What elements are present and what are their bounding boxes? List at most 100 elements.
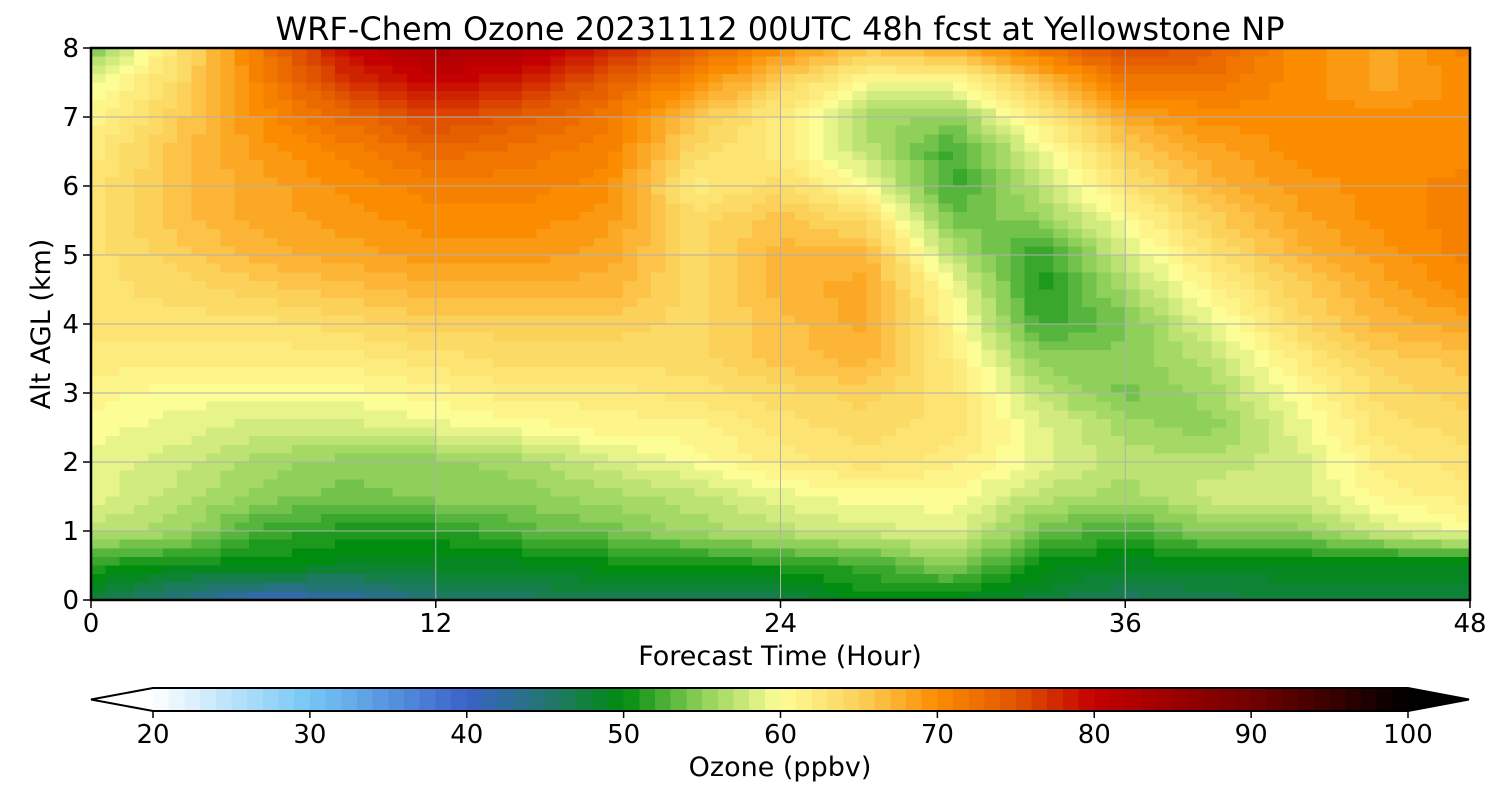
- heatmap-cell: [952, 211, 968, 222]
- heatmap-cell: [1039, 99, 1055, 109]
- heatmap-cell: [881, 125, 897, 135]
- heatmap-cell: [679, 91, 695, 101]
- heatmap-cell: [751, 487, 767, 498]
- heatmap-cell: [809, 177, 825, 187]
- heatmap-cell: [837, 462, 853, 472]
- heatmap-cell: [349, 367, 365, 377]
- heatmap-cell: [1182, 82, 1198, 92]
- heatmap-cell: [952, 375, 968, 385]
- heatmap-cell: [1197, 65, 1213, 75]
- heatmap-cell: [1082, 177, 1098, 187]
- heatmap-cell: [292, 272, 308, 282]
- heatmap-cell: [766, 427, 782, 437]
- heatmap-cell: [162, 91, 178, 101]
- heatmap-cell: [895, 211, 911, 222]
- heatmap-cell: [478, 324, 494, 334]
- heatmap-cell: [1067, 427, 1083, 437]
- heatmap-cell: [780, 255, 796, 265]
- heatmap-cell: [550, 487, 566, 498]
- heatmap-cell: [119, 496, 135, 506]
- heatmap-cell: [536, 91, 552, 101]
- heatmap-cell: [881, 194, 897, 204]
- heatmap-cell: [277, 194, 293, 204]
- heatmap-cell: [292, 487, 308, 498]
- heatmap-cell: [1225, 315, 1241, 325]
- heatmap-cell: [1412, 384, 1428, 394]
- heatmap-cell: [1383, 211, 1399, 222]
- heatmap-cell: [363, 151, 379, 161]
- heatmap-cell: [1268, 142, 1284, 153]
- heatmap-cell: [1053, 255, 1069, 265]
- heatmap-cell: [421, 332, 437, 342]
- heatmap-cell: [292, 358, 308, 368]
- heatmap-cell: [981, 48, 997, 58]
- heatmap-cell: [220, 401, 236, 411]
- heatmap-cell: [1082, 99, 1098, 109]
- heatmap-cell: [794, 186, 810, 196]
- heatmap-cell: [1441, 134, 1457, 144]
- heatmap-cell: [1240, 462, 1256, 472]
- heatmap-cell: [320, 375, 336, 385]
- heatmap-cell: [205, 168, 221, 178]
- heatmap-cell: [1383, 134, 1399, 144]
- heatmap-cell: [493, 436, 509, 446]
- heatmap-cell: [1426, 186, 1442, 196]
- heatmap-cell: [292, 108, 308, 118]
- heatmap-cell: [306, 427, 322, 437]
- heatmap-cell: [450, 91, 466, 101]
- heatmap-cell: [234, 108, 250, 118]
- heatmap-cell: [809, 324, 825, 334]
- heatmap-cell: [679, 298, 695, 308]
- heatmap-cell: [1268, 272, 1284, 282]
- heatmap-cell: [378, 237, 394, 247]
- heatmap-cell: [1369, 56, 1385, 66]
- heatmap-cell: [1326, 142, 1342, 153]
- heatmap-cell: [378, 289, 394, 299]
- heatmap-cell: [967, 341, 983, 351]
- heatmap-cell: [378, 186, 394, 196]
- heatmap-cell: [421, 315, 437, 325]
- heatmap-cell: [119, 142, 135, 153]
- heatmap-cell: [723, 349, 738, 360]
- heatmap-cell: [1024, 289, 1040, 299]
- heatmap-cell: [407, 73, 422, 84]
- heatmap-cell: [478, 341, 494, 351]
- heatmap-cell: [292, 280, 308, 291]
- heatmap-cell: [1311, 186, 1327, 196]
- heatmap-cell: [1139, 487, 1155, 498]
- heatmap-cell: [751, 418, 767, 429]
- heatmap-cell: [1326, 410, 1342, 420]
- heatmap-cell: [1024, 341, 1040, 351]
- heatmap-cell: [1254, 487, 1270, 498]
- heatmap-cell: [521, 418, 537, 429]
- heatmap-cell: [177, 280, 193, 291]
- heatmap-cell: [1225, 272, 1241, 282]
- heatmap-cell: [837, 65, 853, 75]
- heatmap-cell: [335, 444, 351, 454]
- heatmap-cell: [1240, 125, 1256, 135]
- heatmap-cell: [679, 453, 695, 463]
- heatmap-cell: [1441, 186, 1457, 196]
- heatmap-cell: [349, 393, 365, 403]
- heatmap-cell: [866, 393, 882, 403]
- heatmap-cell: [1369, 142, 1385, 153]
- heatmap-cell: [1426, 211, 1442, 222]
- heatmap-cell: [392, 401, 408, 411]
- heatmap-cell: [1297, 315, 1313, 325]
- heatmap-cell: [450, 108, 466, 118]
- heatmap-cell: [450, 367, 466, 377]
- heatmap-cell: [967, 186, 983, 196]
- heatmap-cell: [809, 160, 825, 170]
- heatmap-cell: [981, 203, 997, 213]
- heatmap-cell: [134, 142, 150, 153]
- heatmap-cell: [1225, 194, 1241, 204]
- heatmap-cell: [220, 48, 236, 58]
- heatmap-cell: [1082, 168, 1098, 178]
- heatmap-cell: [995, 384, 1011, 394]
- heatmap-cell: [1441, 160, 1457, 170]
- heatmap-cell: [1326, 436, 1342, 446]
- heatmap-cell: [1412, 211, 1428, 222]
- heatmap-cell: [162, 255, 178, 265]
- heatmap-cell: [1024, 272, 1040, 282]
- heatmap-cell: [392, 134, 408, 144]
